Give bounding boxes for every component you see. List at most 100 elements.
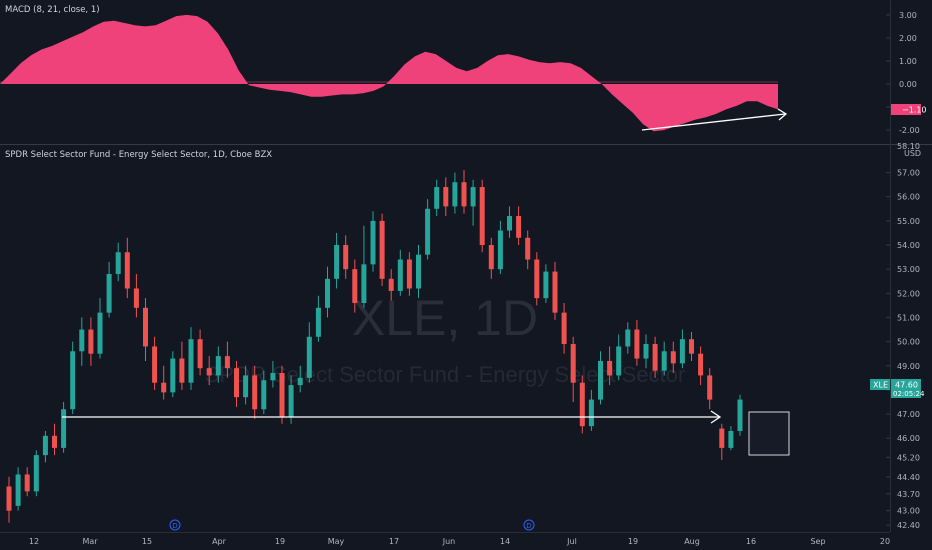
candle[interactable] [361,225,367,308]
candle[interactable] [352,259,358,313]
candle[interactable] [634,319,640,366]
candle[interactable] [143,298,148,361]
candle[interactable] [625,322,631,354]
candle[interactable] [306,322,312,383]
candle[interactable] [288,375,294,424]
candle[interactable] [33,450,39,497]
candle[interactable] [297,365,303,393]
candle[interactable] [507,206,512,238]
candle[interactable] [707,368,713,410]
candle[interactable] [689,331,694,361]
time-tick-label: 20 [880,537,890,546]
price-y-axis[interactable]: 58.10 57.00 56.00 55.00 54.00 53.00 52.00 51.00… [886,142,920,530]
candle[interactable] [607,346,613,386]
candle[interactable] [452,172,458,214]
candle[interactable] [719,423,725,460]
candle[interactable] [728,426,734,451]
candle[interactable] [52,423,57,456]
candle[interactable] [488,237,494,279]
candle[interactable] [461,170,467,214]
candle[interactable] [224,341,230,378]
candle[interactable] [425,199,431,260]
candle[interactable] [479,179,485,253]
candle[interactable] [79,317,85,366]
candle-body [288,385,294,417]
candle[interactable] [188,327,194,390]
candle-body [679,339,685,364]
candle[interactable] [598,351,603,405]
candle[interactable] [737,394,743,436]
candle[interactable] [416,245,421,299]
candle[interactable] [88,317,94,366]
candle[interactable] [388,269,394,301]
candle[interactable] [588,389,594,431]
candle[interactable] [670,341,676,374]
candle[interactable] [315,295,321,342]
candle[interactable] [470,179,476,226]
candle[interactable] [343,235,349,279]
candle[interactable] [679,329,685,369]
candle[interactable] [97,298,103,359]
candle-body [297,377,303,386]
candle-body [443,187,449,207]
candle[interactable] [106,261,112,318]
candle[interactable] [6,476,12,523]
candle[interactable] [15,467,21,511]
candle[interactable] [552,261,558,320]
candle[interactable] [334,232,340,289]
candle[interactable] [197,329,203,376]
candle[interactable] [516,206,522,246]
dividend-marker[interactable]: D [169,519,181,531]
candle[interactable] [370,211,376,272]
candle[interactable] [434,179,440,217]
macd-title: MACD (8, 21, close, 1) [5,5,100,15]
candle[interactable] [406,252,412,296]
candle[interactable] [579,375,585,434]
candle[interactable] [397,249,403,296]
candle[interactable] [24,467,30,497]
candle[interactable] [534,252,540,306]
candle[interactable] [61,402,67,453]
candle[interactable] [70,341,76,415]
candle[interactable] [261,370,267,415]
candle[interactable] [643,334,649,369]
candle[interactable] [698,346,704,386]
candle[interactable] [543,264,549,303]
candle[interactable] [124,237,130,299]
time-axis[interactable]: 12 Mar 15 Apr 19 May 17 Jun 14 Jul 19 Aug 16 Sep 20 [29,537,890,546]
candle[interactable] [133,274,139,318]
candle[interactable] [570,336,576,402]
candle[interactable] [443,177,449,217]
time-tick-label: 15 [142,537,152,546]
candle[interactable] [152,336,158,390]
candle[interactable] [115,242,121,282]
candle[interactable] [270,360,276,388]
candle[interactable] [215,346,221,383]
price-tick-label: 55.00 [897,217,920,226]
candle[interactable] [243,365,249,405]
candle[interactable] [206,356,212,386]
candle[interactable] [379,213,385,287]
candle[interactable] [234,360,239,407]
highlight-box[interactable] [748,411,790,456]
candlestick-series[interactable] [6,170,743,523]
candle[interactable] [561,302,567,354]
candle[interactable] [170,351,176,398]
candle[interactable] [179,341,185,390]
candle[interactable] [161,365,167,400]
support-arrow[interactable] [62,410,722,424]
candle[interactable] [252,365,258,419]
candle-body [234,368,239,398]
candle[interactable] [525,230,531,270]
macd-trend-arrow[interactable] [641,108,788,131]
candle[interactable] [279,365,285,424]
candle[interactable] [661,341,667,376]
dividend-marker[interactable]: D [523,519,535,531]
macd-histogram-area[interactable] [0,14,778,132]
candle[interactable] [325,266,330,318]
candle[interactable] [497,220,503,274]
candle[interactable] [652,336,658,378]
candle[interactable] [42,430,48,463]
candle[interactable] [616,334,622,381]
